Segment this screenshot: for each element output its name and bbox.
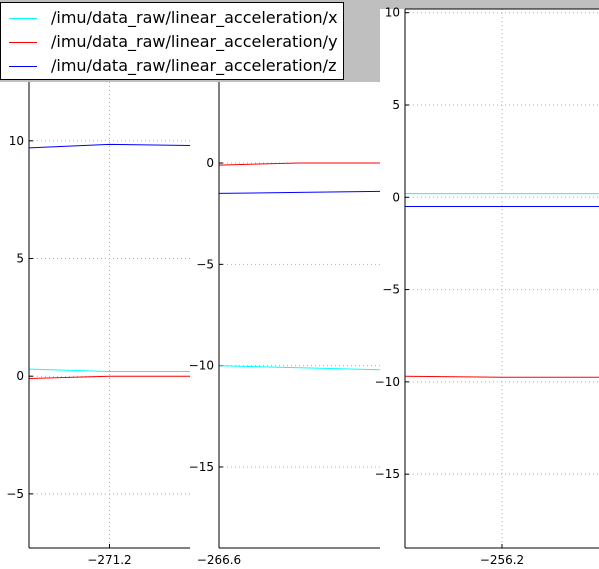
legend-item-z: /imu/data_raw/linear_acceleration/z xyxy=(1,55,341,77)
legend-item-y: /imu/data_raw/linear_acceleration/y xyxy=(1,31,341,53)
y-tick-label: −5 xyxy=(196,257,214,271)
y-tick-label: −5 xyxy=(382,283,400,297)
y-tick-label: −5 xyxy=(6,487,24,501)
xtick-margin-middle xyxy=(219,548,380,569)
series-line-x xyxy=(28,368,190,372)
y-tick-label: −10 xyxy=(189,359,214,373)
y-tick-label: 5 xyxy=(16,252,24,266)
x-tick-label: −266.6 xyxy=(197,553,241,567)
legend-item-x: /imu/data_raw/linear_acceleration/x xyxy=(1,7,341,29)
legend-swatch-x xyxy=(9,18,37,19)
x-tick-label: −256.2 xyxy=(480,553,524,567)
tick-margin-right xyxy=(380,9,405,569)
series-line-x xyxy=(218,365,381,371)
legend: /imu/data_raw/linear_acceleration/x /imu… xyxy=(0,2,344,80)
xtick-margin-right xyxy=(405,548,599,569)
legend-label-z: /imu/data_raw/linear_acceleration/z xyxy=(51,56,337,75)
series-line-y xyxy=(218,162,380,166)
xtick-margin-left xyxy=(29,548,190,569)
legend-label-y: /imu/data_raw/linear_acceleration/y xyxy=(51,32,338,51)
y-tick-label: −10 xyxy=(375,375,400,389)
y-tick-label: 0 xyxy=(16,369,24,383)
y-tick-label: 10 xyxy=(385,6,400,20)
panel-left: −5 0 5 10 −271.2 xyxy=(0,82,191,569)
panel-right: −15 −10 −5 0 5 10 −256.2 xyxy=(375,6,599,569)
y-tick-label: 0 xyxy=(206,156,214,170)
y-tick-label: −15 xyxy=(189,460,214,474)
y-tick-label: 10 xyxy=(9,134,24,148)
tick-margin-middle xyxy=(190,82,219,569)
series-line-y xyxy=(404,375,599,378)
legend-swatch-y xyxy=(9,42,37,43)
plot-area-right xyxy=(405,9,599,548)
y-tick-label: 5 xyxy=(392,98,400,112)
series-line-z xyxy=(218,190,381,194)
series-line-y xyxy=(28,375,190,379)
series-line-z xyxy=(28,143,191,149)
legend-label-x: /imu/data_raw/linear_acceleration/x xyxy=(51,8,338,27)
legend-swatch-z xyxy=(9,66,37,67)
tick-margin-left xyxy=(0,82,29,569)
panel-middle: −15 −10 −5 0 −266.6 xyxy=(189,82,381,569)
y-tick-label: −15 xyxy=(375,467,400,481)
x-tick-label: −271.2 xyxy=(87,553,131,567)
plot-area-middle xyxy=(219,82,380,548)
y-tick-label: 0 xyxy=(392,190,400,204)
